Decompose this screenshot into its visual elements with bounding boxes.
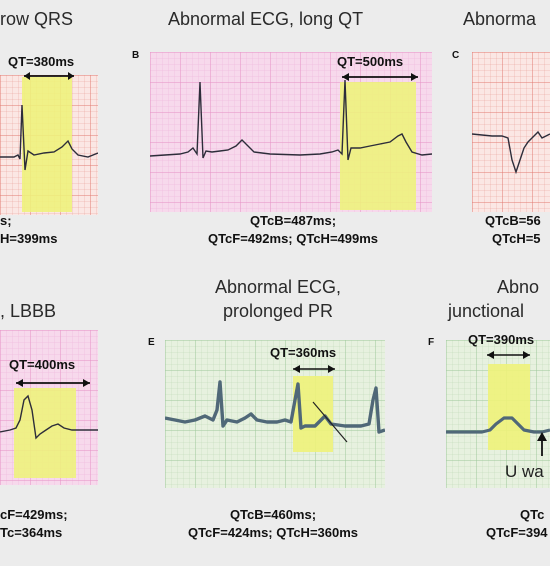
panel-e-caption-line-2: QTcF=424ms; QTcH=360ms bbox=[187, 525, 359, 540]
panel-b-qt-arrow bbox=[342, 73, 418, 81]
panel-f-letter: F bbox=[428, 337, 435, 348]
panel-b-ecg-strip bbox=[150, 52, 432, 212]
panel-c-caption-line-2: QTcH=5 bbox=[492, 231, 541, 246]
panel-b-qt-label: QT=500ms bbox=[337, 54, 404, 69]
panel-b-letter: B bbox=[132, 50, 140, 61]
panel-e-qt-arrow bbox=[293, 365, 335, 373]
panel-c-letter: C bbox=[452, 50, 460, 61]
panel-c-ecg-trace bbox=[472, 130, 550, 175]
panel-f-qt-highlight bbox=[488, 364, 530, 450]
panel-e-title-line-2: prolonged PR bbox=[222, 301, 334, 321]
panel-d-caption-line-1: cF=429ms; bbox=[0, 507, 68, 522]
panel-a-qt-arrow bbox=[24, 72, 74, 80]
panel-c-ecg-strip bbox=[472, 52, 550, 212]
panel-e-letter: E bbox=[148, 337, 155, 348]
panel-f-title-line-1: Abno bbox=[497, 277, 540, 297]
panel-a-ecg-trace bbox=[0, 104, 98, 171]
panel-d-title: , LBBB bbox=[0, 301, 57, 321]
panel-b-caption-line-2: QTcF=492ms; QTcH=499ms bbox=[207, 231, 379, 246]
panel-e-caption-line-1: QTcB=460ms; bbox=[229, 507, 317, 522]
panel-b-caption-line-1: QTcB=487ms; bbox=[249, 213, 337, 228]
panel-d-qt-highlight bbox=[14, 388, 76, 478]
panel-d-caption-line-2: Tc=364ms bbox=[0, 525, 63, 540]
panel-a-caption-line-1: s; bbox=[0, 213, 12, 228]
panel-d-qt-label: QT=400ms bbox=[9, 357, 76, 372]
panel-c-caption-line-1: QTcB=56 bbox=[485, 213, 541, 228]
panel-b-qt-highlight bbox=[340, 82, 416, 210]
panel-f-ecg-trace bbox=[446, 416, 550, 434]
panel-d-ecg-strip bbox=[0, 330, 98, 485]
panel-f-u-wave-arrow-head bbox=[537, 432, 547, 441]
panel-a-qt-label: QT=380ms bbox=[8, 54, 75, 69]
panel-e-title-line-1: Abnormal ECG, bbox=[214, 277, 342, 297]
panel-c-title: Abnorma bbox=[463, 9, 537, 29]
panel-d-ecg-trace bbox=[0, 394, 98, 440]
panel-e-ecg-trace bbox=[165, 380, 385, 434]
panel-e-qt-label: QT=360ms bbox=[270, 345, 337, 360]
panel-a-caption-line-2: H=399ms bbox=[0, 231, 58, 246]
panel-e-t-wave-tangent bbox=[312, 401, 348, 443]
panel-f-caption-line-2: QTcF=394 bbox=[486, 525, 548, 540]
panel-f-ecg-strip bbox=[446, 340, 550, 488]
panel-f-qt-label: QT=390ms bbox=[468, 332, 535, 347]
panel-f-qt-arrow bbox=[487, 351, 530, 359]
panel-b-title: Abnormal ECG, long QT bbox=[168, 9, 364, 29]
panel-a-ecg-strip bbox=[0, 75, 98, 215]
panel-f-caption-line-1: QTc bbox=[520, 507, 545, 522]
panel-a-title: row QRS bbox=[0, 9, 74, 29]
panel-f-u-wave-label: U wa bbox=[505, 462, 544, 481]
panel-f-title-line-2: junctional bbox=[448, 301, 525, 321]
panel-d-qt-arrow bbox=[16, 379, 90, 387]
panel-b-ecg-trace bbox=[150, 79, 432, 161]
panel-e-ecg-strip bbox=[165, 340, 385, 488]
